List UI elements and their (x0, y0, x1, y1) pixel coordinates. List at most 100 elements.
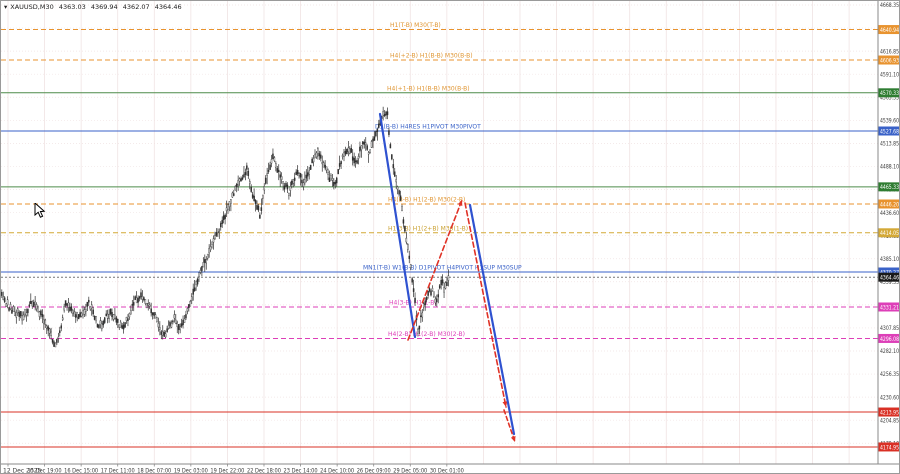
candle (299, 173, 302, 178)
price-level-tag (878, 55, 899, 65)
candle (350, 148, 353, 153)
candle (167, 325, 170, 329)
candle (138, 296, 141, 299)
candle (106, 313, 109, 319)
candle (199, 270, 202, 273)
candle (273, 157, 276, 162)
candle (251, 194, 254, 198)
candle (189, 300, 192, 307)
candle (32, 302, 35, 307)
y-axis-label: 4565.35 (880, 94, 899, 101)
candle (359, 146, 361, 152)
candle (367, 152, 370, 155)
candle (102, 320, 105, 326)
candle (257, 205, 260, 211)
candle (131, 303, 134, 306)
candle (122, 324, 125, 330)
red-projection-tail[interactable] (503, 409, 516, 443)
candle (434, 298, 437, 304)
candle (179, 326, 181, 331)
candle (175, 319, 177, 325)
candle (327, 172, 329, 175)
y-axis-label: 4359.35 (880, 279, 899, 286)
candle (282, 181, 284, 184)
candle (428, 288, 431, 292)
candle (86, 301, 89, 307)
candle (214, 235, 216, 240)
candle (46, 325, 48, 329)
candle (180, 323, 183, 327)
y-axis-label: 4256.35 (880, 371, 899, 378)
candle (182, 319, 184, 326)
blue-trendline-down-2[interactable] (468, 203, 516, 436)
ohlc-high: 4369.94 (90, 3, 118, 11)
candle (363, 141, 366, 145)
candle (375, 131, 377, 137)
y-axis-label: 4436.60 (880, 210, 899, 217)
candle (38, 311, 41, 317)
candle (24, 308, 26, 315)
price-level-tag (878, 199, 899, 209)
candle (206, 253, 209, 259)
candle (54, 342, 57, 348)
candle (235, 184, 238, 188)
candle (328, 177, 331, 182)
red-projection-up-arrowhead (457, 200, 463, 206)
candle (63, 306, 65, 311)
blue-trendline-down-1[interactable] (378, 112, 417, 339)
price-tag-value: 4446.20 (880, 201, 899, 208)
candle (141, 296, 144, 300)
candle (424, 300, 426, 306)
candle (270, 159, 273, 164)
candle (425, 297, 428, 301)
y-axis-label: 4282.10 (880, 348, 899, 355)
candle (383, 113, 386, 116)
candle (286, 184, 289, 190)
candle (12, 306, 15, 312)
x-axis-strip[interactable] (1, 464, 900, 474)
candle (121, 325, 123, 329)
candle (412, 288, 415, 292)
candle (140, 292, 142, 298)
x-axis-label: 12 Dec 2025 (3, 468, 42, 474)
red-projection-up[interactable] (407, 199, 463, 341)
candle (295, 171, 297, 175)
candle (163, 332, 165, 337)
candle (227, 204, 229, 210)
candle (398, 190, 400, 195)
red-projection-down[interactable] (464, 202, 507, 408)
candle (233, 193, 235, 196)
candle (276, 168, 279, 173)
candle (144, 299, 147, 304)
candle (250, 187, 252, 192)
candle (218, 231, 221, 233)
candle (347, 147, 350, 152)
candle (190, 296, 193, 301)
price-level-tag (878, 407, 899, 417)
level-annotation: H1(3-B) H1(2+B) M30(1-B) (388, 225, 468, 232)
candle (208, 248, 210, 254)
candle (427, 290, 429, 296)
current-price-tag-value: 4364.46 (880, 275, 899, 282)
candle (314, 153, 316, 158)
candle (376, 129, 379, 132)
x-axis-label: 15 Dec 19:00 (28, 468, 62, 474)
candle (40, 310, 42, 315)
price-tag-value: 4570.33 (880, 90, 899, 97)
candle (433, 291, 435, 297)
candle (48, 328, 51, 334)
candle (61, 317, 64, 321)
x-axis-label: 30 Dec 01:00 (430, 468, 464, 474)
candle (14, 311, 16, 316)
candle (354, 160, 357, 163)
candle (315, 152, 318, 158)
price-level-tag (878, 302, 899, 312)
candle (8, 307, 10, 311)
candle (338, 163, 341, 167)
candle (160, 331, 163, 335)
price-tag-value: 4527.68 (880, 128, 899, 135)
expand-ohlc-icon[interactable]: ▾ (4, 3, 8, 11)
x-axis-label: 22 Dec 18:00 (247, 468, 281, 474)
x-axis-label: 16 Dec 15:00 (64, 468, 98, 474)
